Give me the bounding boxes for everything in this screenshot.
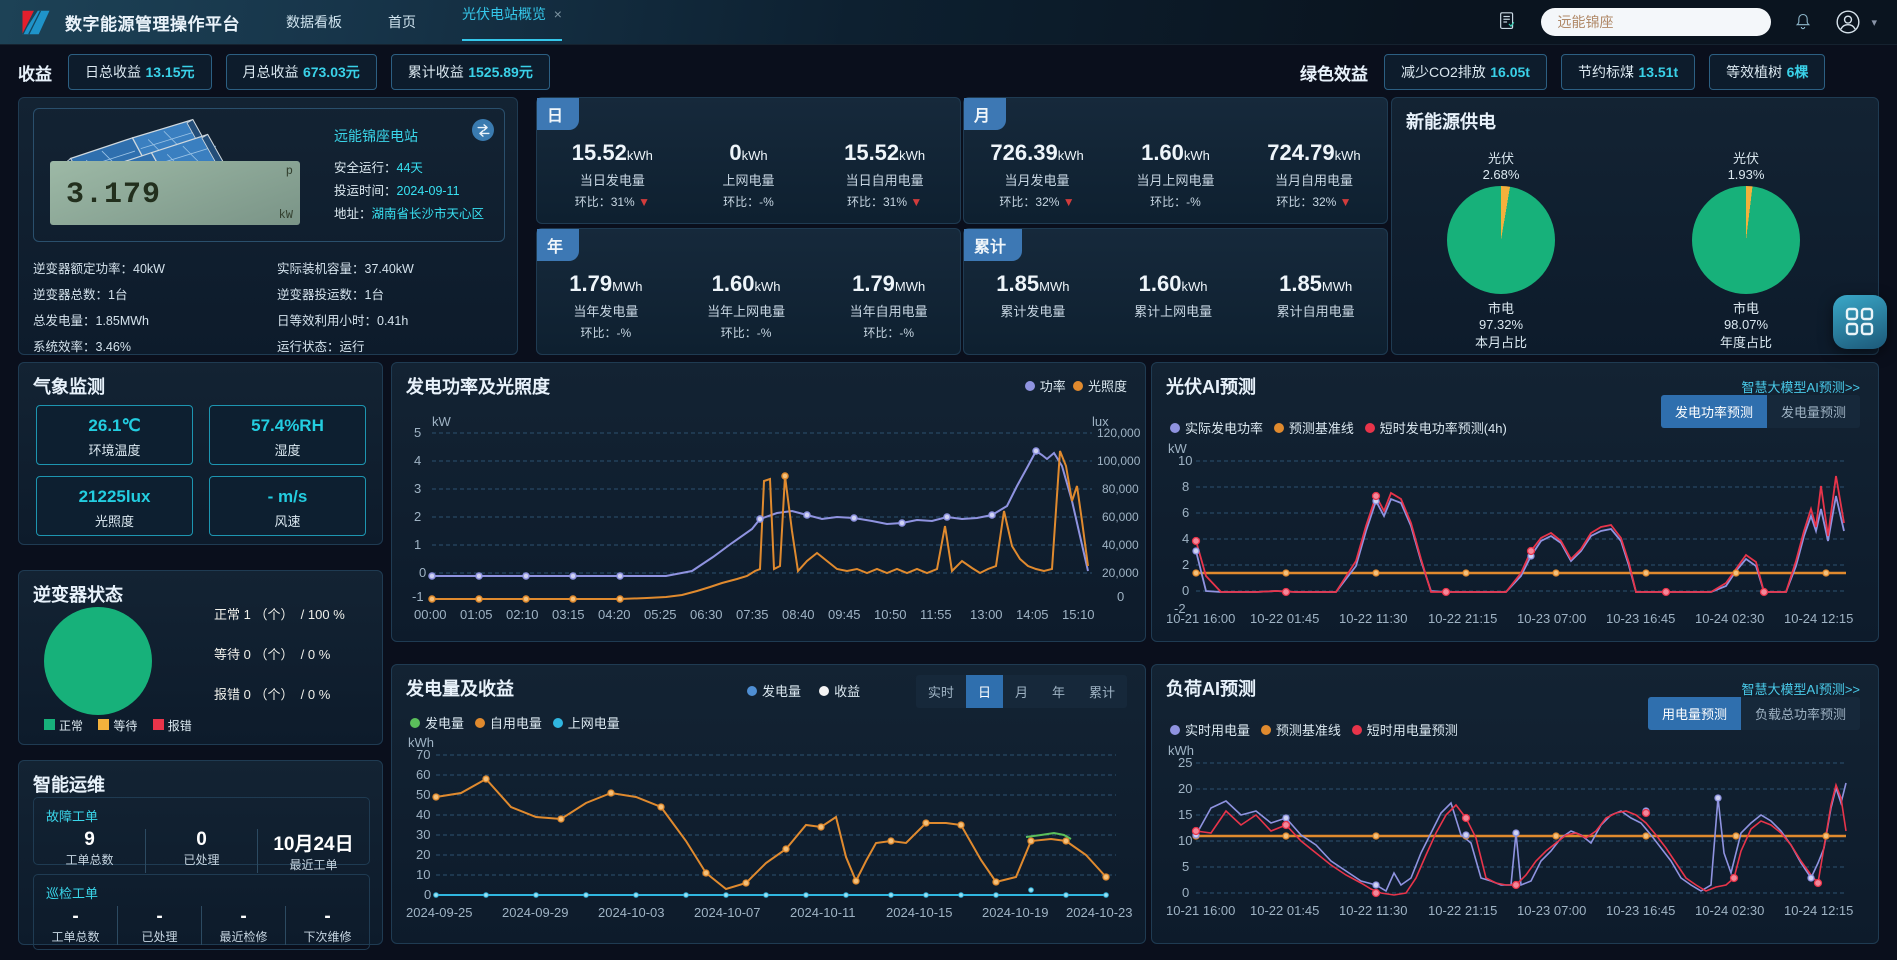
svg-text:01:05: 01:05 bbox=[460, 607, 493, 622]
svg-text:0: 0 bbox=[1182, 583, 1189, 598]
svg-text:2024-10-03: 2024-10-03 bbox=[598, 905, 665, 920]
svg-text:10:50: 10:50 bbox=[874, 607, 907, 622]
svg-text:10-24 02:30: 10-24 02:30 bbox=[1695, 903, 1764, 918]
svg-text:15:10: 15:10 bbox=[1062, 607, 1095, 622]
svg-text:00:00: 00:00 bbox=[414, 607, 447, 622]
svg-text:06:30: 06:30 bbox=[690, 607, 723, 622]
svg-text:2024-10-19: 2024-10-19 bbox=[982, 905, 1049, 920]
svg-text:0: 0 bbox=[419, 565, 426, 580]
svg-text:07:35: 07:35 bbox=[736, 607, 769, 622]
svg-text:0: 0 bbox=[424, 887, 431, 902]
svg-text:30: 30 bbox=[416, 827, 430, 842]
svg-text:10: 10 bbox=[1178, 833, 1192, 848]
svg-text:20: 20 bbox=[416, 847, 430, 862]
svg-text:14:05: 14:05 bbox=[1016, 607, 1049, 622]
svg-text:2: 2 bbox=[414, 509, 421, 524]
svg-text:10-23 16:45: 10-23 16:45 bbox=[1606, 903, 1675, 918]
svg-text:5: 5 bbox=[414, 425, 421, 440]
svg-text:kW: kW bbox=[432, 414, 452, 429]
svg-text:10-23 07:00: 10-23 07:00 bbox=[1517, 611, 1586, 626]
svg-text:8: 8 bbox=[1182, 479, 1189, 494]
svg-text:100,000: 100,000 bbox=[1097, 454, 1141, 468]
svg-text:10-22 01:45: 10-22 01:45 bbox=[1250, 903, 1319, 918]
svg-text:09:45: 09:45 bbox=[828, 607, 861, 622]
svg-text:03:15: 03:15 bbox=[552, 607, 585, 622]
svg-text:60,000: 60,000 bbox=[1102, 510, 1139, 524]
svg-text:25: 25 bbox=[1178, 755, 1192, 770]
svg-text:11:55: 11:55 bbox=[920, 607, 952, 622]
svg-text:80,000: 80,000 bbox=[1102, 482, 1139, 496]
svg-text:10-22 11:30: 10-22 11:30 bbox=[1339, 611, 1407, 626]
svg-text:2024-10-07: 2024-10-07 bbox=[694, 905, 761, 920]
svg-text:40,000: 40,000 bbox=[1102, 538, 1139, 552]
svg-text:10-24 12:15: 10-24 12:15 bbox=[1784, 611, 1853, 626]
svg-text:0: 0 bbox=[1117, 589, 1124, 604]
svg-text:10-22 11:30: 10-22 11:30 bbox=[1339, 903, 1407, 918]
svg-text:13:00: 13:00 bbox=[970, 607, 1003, 622]
svg-text:04:20: 04:20 bbox=[598, 607, 631, 622]
svg-text:20,000: 20,000 bbox=[1102, 566, 1139, 580]
svg-text:10-24 02:30: 10-24 02:30 bbox=[1695, 611, 1764, 626]
svg-text:60: 60 bbox=[416, 767, 430, 782]
svg-text:2024-10-15: 2024-10-15 bbox=[886, 905, 953, 920]
svg-text:10-21 16:00: 10-21 16:00 bbox=[1166, 611, 1235, 626]
svg-text:15: 15 bbox=[1178, 807, 1192, 822]
svg-text:10-22 21:15: 10-22 21:15 bbox=[1428, 903, 1497, 918]
svg-text:2: 2 bbox=[1182, 557, 1189, 572]
svg-text:2024-10-23: 2024-10-23 bbox=[1066, 905, 1133, 920]
svg-text:2024-09-25: 2024-09-25 bbox=[406, 905, 473, 920]
svg-text:2024-10-11: 2024-10-11 bbox=[790, 905, 856, 920]
svg-text:4: 4 bbox=[414, 453, 421, 468]
svg-text:10-23 07:00: 10-23 07:00 bbox=[1517, 903, 1586, 918]
svg-text:3: 3 bbox=[414, 481, 421, 496]
svg-text:02:10: 02:10 bbox=[506, 607, 539, 622]
svg-text:05:25: 05:25 bbox=[644, 607, 677, 622]
svg-text:6: 6 bbox=[1182, 505, 1189, 520]
svg-text:10: 10 bbox=[1178, 453, 1192, 468]
svg-text:1: 1 bbox=[414, 537, 421, 552]
svg-text:0: 0 bbox=[1182, 885, 1189, 900]
svg-text:10-21 16:00: 10-21 16:00 bbox=[1166, 903, 1235, 918]
svg-text:-1: -1 bbox=[412, 589, 424, 604]
svg-text:4: 4 bbox=[1182, 531, 1189, 546]
svg-text:40: 40 bbox=[416, 807, 430, 822]
svg-text:08:40: 08:40 bbox=[782, 607, 815, 622]
svg-text:10-24 12:15: 10-24 12:15 bbox=[1784, 903, 1853, 918]
svg-text:120,000: 120,000 bbox=[1097, 426, 1141, 440]
svg-text:10: 10 bbox=[416, 867, 430, 882]
svg-text:5: 5 bbox=[1182, 859, 1189, 874]
svg-text:70: 70 bbox=[416, 747, 430, 762]
svg-text:2024-09-29: 2024-09-29 bbox=[502, 905, 569, 920]
svg-text:10-22 01:45: 10-22 01:45 bbox=[1250, 611, 1319, 626]
svg-text:20: 20 bbox=[1178, 781, 1192, 796]
svg-text:50: 50 bbox=[416, 787, 430, 802]
svg-text:10-23 16:45: 10-23 16:45 bbox=[1606, 611, 1675, 626]
svg-text:10-22 21:15: 10-22 21:15 bbox=[1428, 611, 1497, 626]
